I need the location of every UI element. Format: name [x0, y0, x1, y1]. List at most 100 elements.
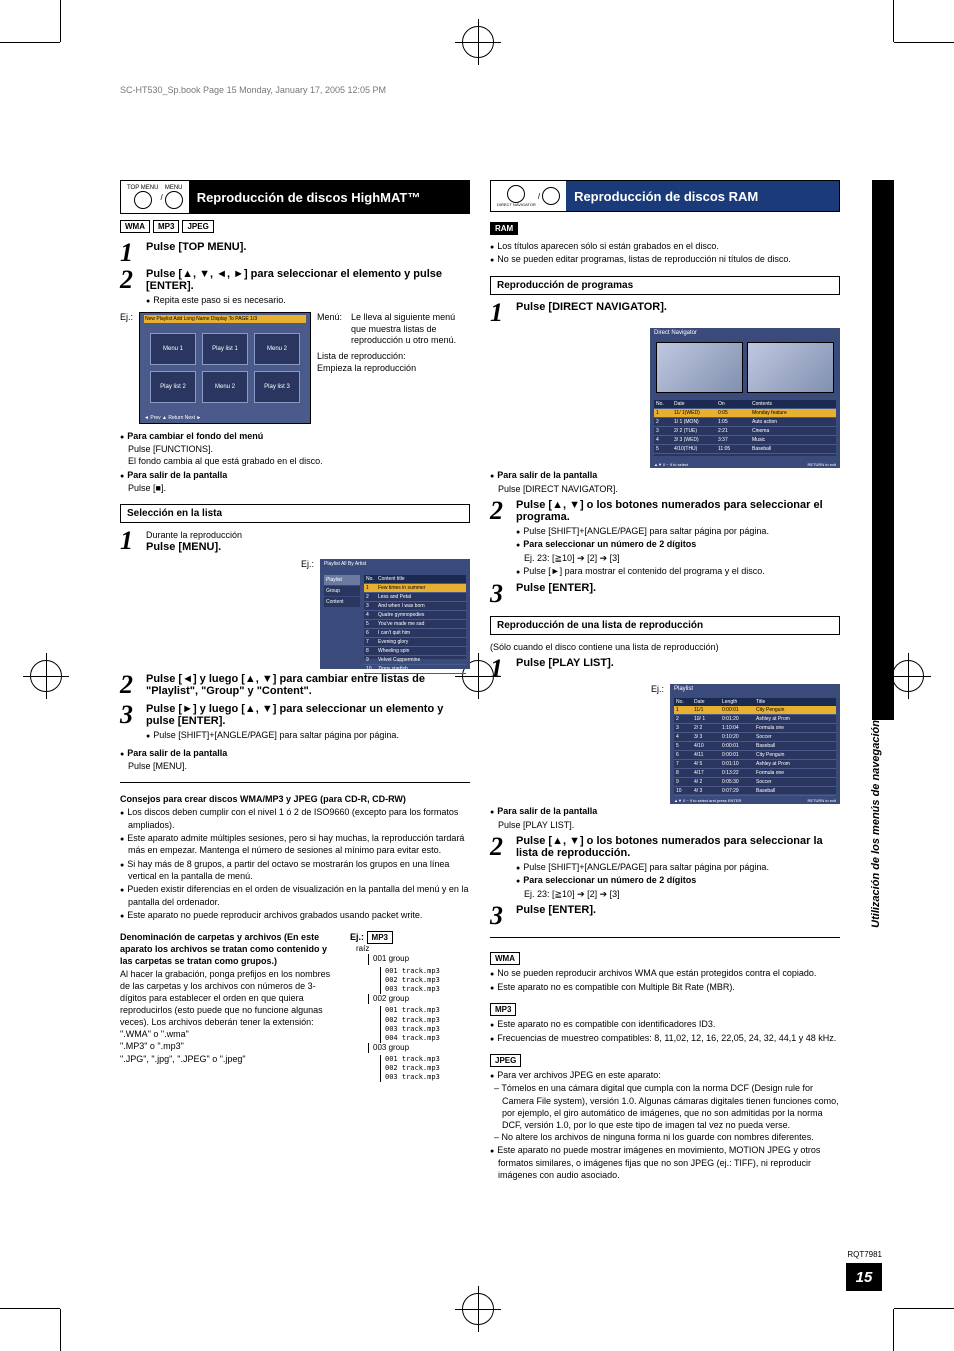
pl-step-3: 3 Pulse [ENTER]. — [490, 904, 840, 927]
step-note: Pulse [►] para mostrar el contenido del … — [516, 565, 840, 577]
step-note: Ej. 23: [≧10] ➔ [2] ➔ [3] — [516, 552, 840, 564]
direct-navigator-label: DIRECT NAVIGATOR — [497, 203, 536, 207]
playlist-table-row: 74/ 50:01:10Ashley at Prom — [674, 760, 836, 769]
playlist-tab: Playlist — [324, 575, 360, 585]
menu-button-icon — [165, 191, 183, 209]
naming-body: Al hacer la grabación, ponga prefijos en… — [120, 968, 342, 1029]
step-instruction: Pulse [DIRECT NAVIGATOR]. — [516, 301, 840, 313]
registration-mark-icon — [892, 660, 924, 692]
step-note: Ej. 23: [≧10] ➔ [2] ➔ [3] — [516, 888, 840, 900]
manual-page: SC-HT530_Sp.book Page 15 Monday, January… — [0, 0, 954, 1351]
desc-label: Lista de reproducción: — [317, 351, 406, 361]
book-metadata: SC-HT530_Sp.book Page 15 Monday, January… — [120, 85, 386, 95]
tree-file: 001 track.mp3 — [385, 1006, 470, 1015]
sel-step-1: 1 Durante la reproducción Pulse [MENU]. — [120, 529, 470, 555]
playlist-row: 3And when I was born — [364, 602, 466, 611]
crop-mark — [60, 0, 61, 42]
subsection-title: Reproducción de programas — [490, 276, 840, 295]
tree-file: 002 track.mp3 — [385, 1064, 470, 1073]
menu-item: Play list 3 — [254, 371, 300, 403]
nav-footer: RETURN to exit — [808, 462, 836, 467]
step-number: 1 — [120, 529, 140, 555]
menu-item: Menu 2 — [202, 371, 248, 403]
side-section-label: Utilización de los menús de navegación — [870, 720, 882, 928]
step-number: 1 — [120, 241, 140, 264]
step-note: Repita este paso si es necesario. — [146, 294, 470, 306]
file-ext: ".MP3" o ".mp3" — [120, 1040, 342, 1052]
crop-mark — [893, 0, 894, 42]
example-label: Ej.: — [301, 559, 314, 569]
step-note: Pulse [SHIFT]+[ANGLE/PAGE] para saltar p… — [516, 861, 840, 873]
playlist-row: 6I can't quit him — [364, 629, 466, 638]
menu-item: Play list 2 — [150, 371, 196, 403]
sel-step-2: 2 Pulse [◄] y luego [▲, ▼] para cambiar … — [120, 673, 470, 699]
crop-mark — [60, 1309, 61, 1351]
pl-title: Playlist — [674, 686, 693, 692]
mp3-tag: MP3 — [367, 931, 393, 944]
playlist-row: 4Quatre gymnopedies — [364, 611, 466, 620]
playlist-row: 1Few times in summer — [364, 584, 466, 593]
note-heading: Para cambiar el fondo del menú — [120, 430, 470, 442]
playlist-row: 2Less and Petal — [364, 593, 466, 602]
naming-title: Denominación de carpetas y archivos (En … — [120, 931, 342, 967]
note-text: Pulse [MENU]. — [120, 760, 470, 772]
prog-step-3: 3 Pulse [ENTER]. — [490, 582, 840, 605]
note-heading: Para salir de la pantalla — [490, 469, 840, 481]
menu-item: Play list 1 — [202, 333, 248, 365]
right-column: DIRECT NAVIGATOR / Reproducción de disco… — [490, 180, 840, 1182]
nav-table-row: 43/ 3 (WED)3:37Music — [654, 436, 836, 445]
menu-item: Menu 1 — [150, 333, 196, 365]
nav-table-row: 32/ 2 (TUE)2:21Cinema — [654, 427, 836, 436]
playlist-table-row: 104/ 30:07:29Baseball — [674, 787, 836, 796]
pl-step-2: 2 Pulse [▲, ▼] o los botones numerados p… — [490, 835, 840, 900]
section-note: (Sólo cuando el disco contiene una lista… — [490, 641, 840, 653]
registration-mark-icon — [30, 660, 62, 692]
direct-navigator-button-icon — [507, 185, 525, 203]
step-number: 2 — [120, 673, 140, 699]
format-note: Este aparato no es compatible con identi… — [490, 1018, 840, 1030]
ram-tag: RAM — [490, 222, 518, 235]
note-heading: Para salir de la pantalla — [120, 469, 470, 481]
step-instruction: Pulse [MENU]. — [146, 541, 470, 553]
file-ext: ".JPG", ".jpg", ".JPEG" o ".jpeg" — [120, 1053, 342, 1065]
note-text: Pulse [■]. — [120, 482, 470, 494]
tree-group: 002 group — [368, 994, 470, 1004]
wma-tag: WMA — [490, 952, 520, 965]
playlist-title: Playlist All By Artist — [324, 561, 466, 567]
nav-thumbnails — [654, 340, 836, 395]
tree-root: raíz — [356, 944, 470, 954]
playlist-row: 7Evening glory — [364, 638, 466, 647]
file-tree: Ej.: MP3 raíz 001 group 001 track.mp3002… — [350, 931, 470, 1082]
note-text: Pulse [DIRECT NAVIGATOR]. — [490, 483, 840, 495]
nav-table-row: 111/ 1(WED)0:05Monday feature — [654, 409, 836, 418]
section-title: Reproducción de discos HighMAT™ — [189, 181, 469, 213]
intro-note: No se pueden editar programas, listas de… — [490, 253, 840, 265]
registration-mark-icon — [462, 26, 494, 58]
playlist-table-row: 32/ 21:10:04Formula one — [674, 724, 836, 733]
jpeg-tag: JPEG — [490, 1054, 521, 1067]
step-note: Pulse [SHIFT]+[ANGLE/PAGE] para saltar p… — [516, 525, 840, 537]
mp3-tag: MP3 — [490, 1003, 516, 1016]
step-number: 3 — [490, 582, 510, 605]
playlist-row: 9Velvet Cuppermine — [364, 656, 466, 665]
tree-files: 001 track.mp3002 track.mp3003 track.mp30… — [380, 1006, 470, 1042]
step-number: 1 — [490, 301, 510, 324]
play-list-button-icon — [542, 187, 560, 205]
direct-navigator-screenshot: Direct Navigator No.DateOnContents 111/ … — [650, 328, 840, 468]
playlist-table-row: 54/100:00:01Baseball — [674, 742, 836, 751]
step-instruction: Pulse [PLAY LIST]. — [516, 657, 840, 669]
jpeg-tag: JPEG — [182, 220, 213, 233]
step-instruction: Pulse [▲, ▼] o los botones numerados par… — [516, 835, 840, 859]
tip-item: Este aparato admite múltiples sesiones, … — [120, 832, 470, 857]
crop-mark — [894, 1308, 954, 1309]
step-number: 3 — [490, 904, 510, 927]
playlist-table-row: 111/10:00:01City Penguin — [674, 706, 836, 715]
header-button-icons: TOP MENU / MENU — [121, 181, 189, 213]
section-header: DIRECT NAVIGATOR / Reproducción de disco… — [490, 180, 840, 212]
subsection-title: Reproducción de una lista de reproducció… — [490, 616, 840, 635]
format-note: Este aparato no puede mostrar imágenes e… — [490, 1144, 840, 1181]
prog-step-2: 2 Pulse [▲, ▼] o los botones numerados p… — [490, 499, 840, 578]
tip-item: Este aparato no puede reproducir archivo… — [120, 909, 470, 921]
step-instruction: Pulse [►] y luego [▲, ▼] para selecciona… — [146, 703, 470, 727]
prog-step-1: 1 Pulse [DIRECT NAVIGATOR]. — [490, 301, 840, 324]
